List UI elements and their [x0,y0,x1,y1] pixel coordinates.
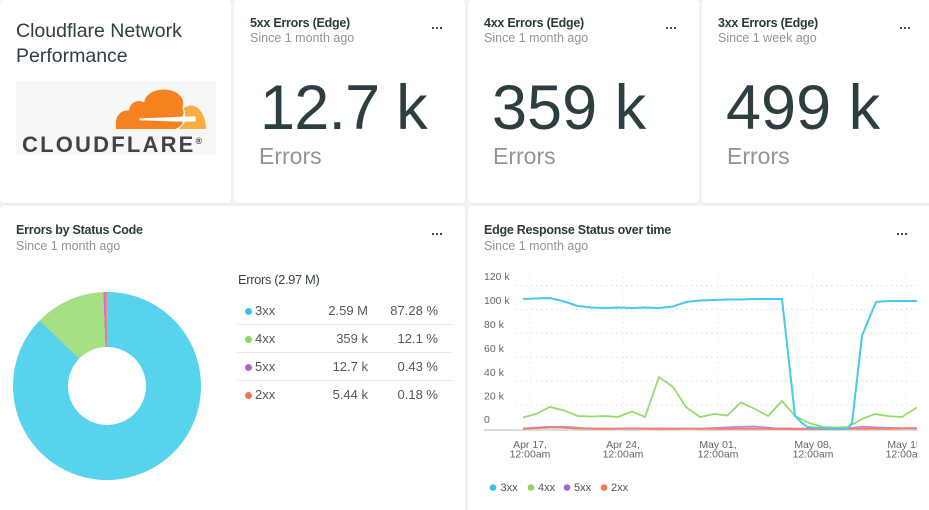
svg-text:0: 0 [484,414,490,426]
svg-text:May 01,: May 01, [699,439,736,451]
svg-text:80 k: 80 k [484,319,505,331]
svg-text:60 k: 60 k [484,343,505,355]
svg-text:2xx: 2xx [611,482,629,494]
svg-text:12:00am: 12:00am [510,449,551,461]
svg-text:Apr 17,: Apr 17, [513,439,547,451]
svg-text:12:00am: 12:00am [886,449,927,461]
svg-text:120 k: 120 k [484,271,510,283]
svg-text:4xx: 4xx [538,482,556,494]
svg-text:May 15,: May 15, [887,439,924,451]
svg-text:Apr 24,: Apr 24, [606,439,640,451]
svg-text:12:00am: 12:00am [698,449,739,461]
svg-text:100 k: 100 k [484,295,510,307]
svg-text:May 08,: May 08, [794,439,831,451]
svg-text:20 k: 20 k [484,391,505,403]
svg-text:12:00am: 12:00am [603,449,644,461]
svg-text:3xx: 3xx [501,482,519,494]
svg-text:5xx: 5xx [574,482,592,494]
svg-text:12:00am: 12:00am [793,449,834,461]
svg-text:40 k: 40 k [484,367,505,379]
